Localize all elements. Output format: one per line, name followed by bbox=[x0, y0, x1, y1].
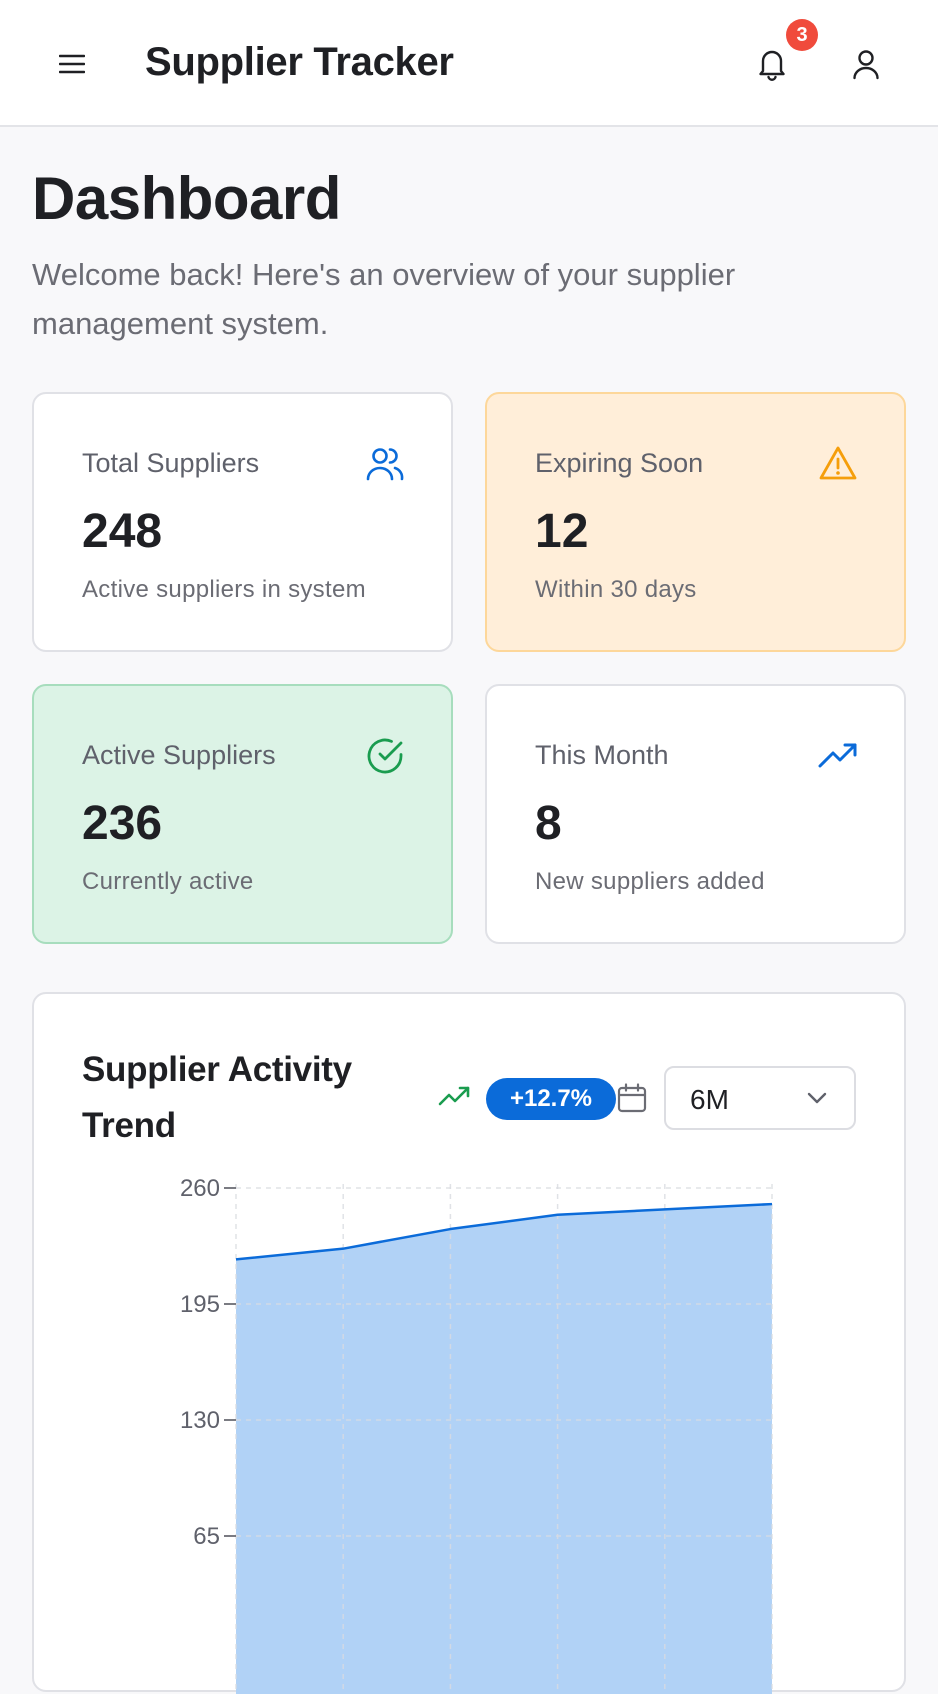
time-range-select[interactable]: 6M bbox=[664, 1066, 856, 1130]
chart-title: Supplier Activity Trend bbox=[82, 1050, 352, 1145]
y-tick-label: 260 bbox=[180, 1175, 220, 1202]
stat-value: 236 bbox=[82, 797, 163, 850]
stat-card-expiring-soon[interactable]: Expiring Soon 12 Within 30 days bbox=[485, 392, 906, 652]
y-tick-label: 130 bbox=[180, 1407, 220, 1434]
stat-label: Expiring Soon bbox=[535, 448, 704, 478]
y-tick-label: 65 bbox=[193, 1523, 220, 1550]
supplier-activity-chart-card: Supplier Activity Trend +12.7% 6M 65 130 1… bbox=[32, 992, 906, 1694]
trend-change-badge: +12.7% bbox=[486, 1078, 616, 1120]
stat-label: This Month bbox=[535, 740, 669, 770]
stat-label: Active Suppliers bbox=[82, 740, 276, 770]
notification-count-badge: 3 bbox=[786, 19, 818, 51]
users-icon bbox=[366, 448, 404, 481]
stat-card-active-suppliers[interactable]: Active Suppliers 236 Currently active bbox=[32, 684, 453, 944]
stat-value: 248 bbox=[82, 505, 163, 558]
trending-up-icon bbox=[438, 1086, 470, 1106]
hamburger-menu-icon bbox=[59, 54, 85, 74]
stat-caption: Currently active bbox=[82, 868, 254, 895]
series-line bbox=[235, 1202, 773, 1261]
warning-triangle-icon bbox=[819, 446, 857, 480]
check-circle-icon bbox=[367, 738, 403, 774]
stat-card-total-suppliers[interactable]: Total Suppliers 248 Active suppliers in … bbox=[32, 392, 453, 652]
time-range-value: 6M bbox=[690, 1084, 729, 1115]
stat-caption: Within 30 days bbox=[535, 576, 697, 603]
chevron-down-icon bbox=[807, 1092, 827, 1104]
bell-icon bbox=[759, 50, 785, 81]
y-tick-label: 195 bbox=[180, 1291, 220, 1318]
stat-card-this-month[interactable]: This Month 8 New suppliers added bbox=[485, 684, 906, 944]
stat-value: 12 bbox=[535, 505, 589, 558]
stat-value: 8 bbox=[535, 797, 562, 850]
menu-button[interactable] bbox=[50, 44, 94, 84]
page-title: Dashboard bbox=[32, 165, 341, 232]
top-app-bar: Supplier Tracker 3 bbox=[0, 0, 938, 127]
user-icon bbox=[853, 50, 879, 80]
app-title: Supplier Tracker bbox=[145, 40, 454, 84]
stat-caption: New suppliers added bbox=[535, 868, 765, 895]
calendar-icon bbox=[617, 1083, 647, 1113]
page-subtitle: Welcome back! Here's an overview of your… bbox=[32, 257, 736, 341]
area-chart: 65 130 195 260 bbox=[180, 1175, 773, 1694]
area-fill bbox=[236, 1204, 772, 1694]
stat-label: Total Suppliers bbox=[82, 448, 260, 478]
user-profile-button[interactable] bbox=[844, 42, 888, 86]
stat-caption: Active suppliers in system bbox=[82, 576, 366, 603]
trending-up-icon bbox=[818, 743, 857, 768]
notifications-button[interactable] bbox=[750, 42, 794, 86]
